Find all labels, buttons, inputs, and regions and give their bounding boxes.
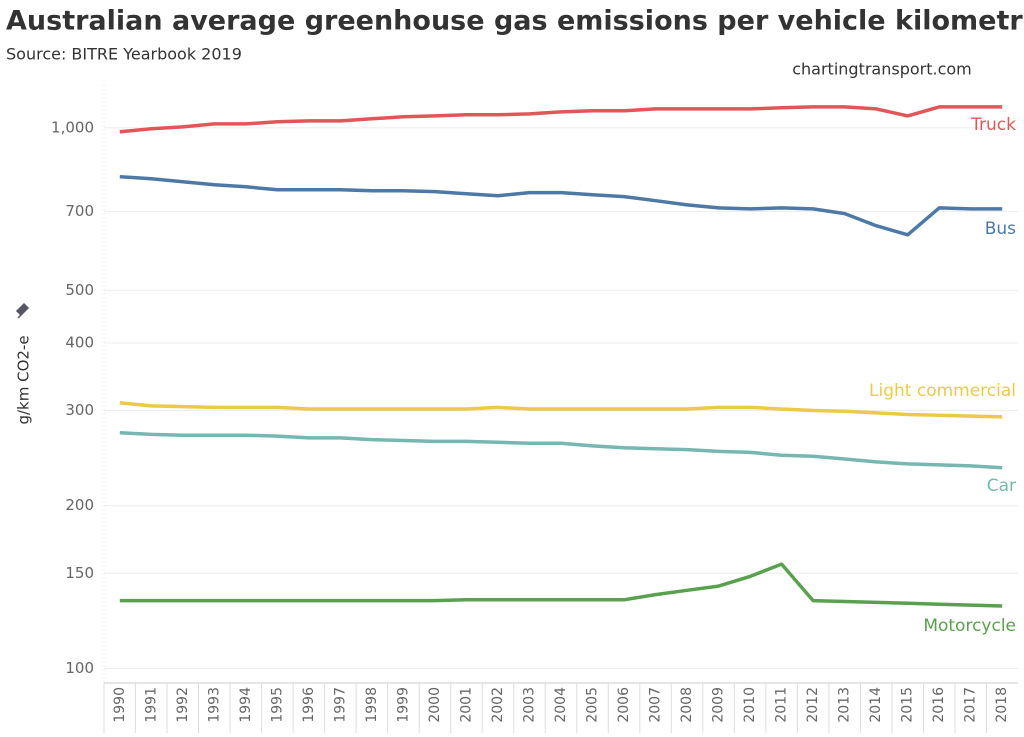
y-tick-label: 100 [65, 659, 94, 677]
y-tick-label: 150 [65, 564, 94, 582]
x-tick-label: 2006 [616, 687, 632, 723]
x-tick-label: 1992 [175, 687, 191, 723]
y-tick-label: 1,000 [51, 118, 94, 136]
pin-icon [15, 302, 30, 319]
series-label: Bus [985, 219, 1016, 239]
series-label: Truck [970, 115, 1016, 135]
x-tick-label: 1991 [143, 687, 159, 723]
series-line [119, 430, 1003, 470]
x-tick-label: 2011 [774, 687, 790, 723]
y-tick-label: 200 [65, 496, 94, 514]
x-tick-label: 2001 [458, 687, 474, 723]
y-tick-label: 700 [65, 202, 94, 220]
x-tick-label: 1996 [301, 687, 317, 723]
series-line [119, 562, 1003, 608]
x-tick-label: 2013 [837, 687, 853, 723]
x-tick-label: 2002 [490, 687, 506, 723]
x-tick-label: 2017 [963, 687, 979, 723]
series-line [119, 174, 1003, 237]
x-tick-label: 2003 [521, 687, 537, 723]
x-tick-label: 2008 [679, 687, 695, 723]
x-tick-label: 2015 [900, 687, 916, 723]
x-tick-label: 2018 [994, 687, 1010, 723]
x-tick-label: 1999 [395, 687, 411, 723]
x-tick-label: 1994 [238, 687, 254, 723]
y-tick-label: 400 [65, 333, 94, 351]
x-tick-label: 2014 [868, 687, 884, 723]
x-tick-label: 2004 [553, 687, 569, 723]
series-label: Light commercial [869, 381, 1016, 401]
x-tick-label: 1997 [332, 687, 348, 723]
x-tick-label: 1993 [206, 687, 222, 723]
x-tick-label: 2016 [931, 687, 947, 723]
y-tick-label: 500 [65, 281, 94, 299]
x-tick-label: 1990 [112, 687, 128, 723]
x-tick-label: 1998 [364, 687, 380, 723]
x-tick-label: 2012 [805, 687, 821, 723]
series-label: Car [987, 476, 1016, 496]
y-axis-label: g/km CO2-e [15, 335, 33, 424]
chart-title: Australian average greenhouse gas emissi… [6, 6, 1024, 37]
series-line [119, 401, 1003, 419]
x-tick-label: 2000 [427, 687, 443, 723]
x-tick-label: 2005 [585, 687, 601, 723]
series-line [119, 105, 1003, 134]
x-tick-label: 2009 [711, 687, 727, 723]
y-tick-label: 300 [65, 401, 94, 419]
x-tick-label: 2010 [742, 687, 758, 723]
x-tick-label: 1995 [269, 687, 285, 723]
chart-subtitle: Source: BITRE Yearbook 2019 [6, 45, 242, 64]
series-label: Motorcycle [923, 616, 1016, 636]
x-tick-label: 2007 [648, 687, 664, 723]
watermark: chartingtransport.com [792, 60, 972, 79]
